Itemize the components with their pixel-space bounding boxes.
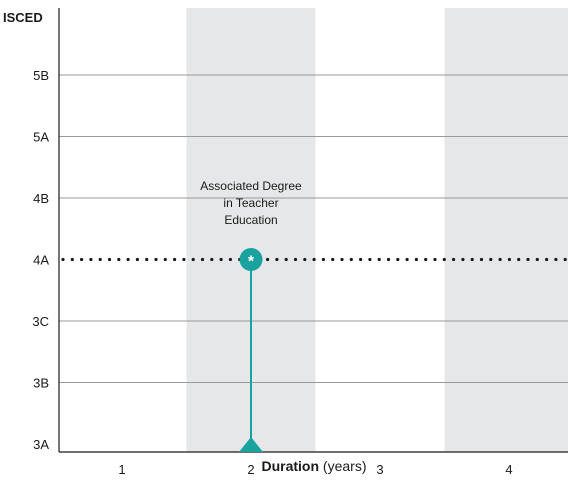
x-tick-labels: 1 2 3 4 [118,462,512,477]
x-tick-2: 2 [247,462,254,477]
programme-marker-group: * Associated Degree in Teacher Education [200,179,302,452]
y-tick-4a: 4A [33,253,49,268]
y-tick-labels: 3A 3B 3C 4A 4B 5A 5B [32,68,49,452]
shaded-columns [186,8,568,452]
gridlines [59,74,568,383]
x-tick-4: 4 [505,462,512,477]
y-tick-3b: 3B [33,376,49,391]
y-tick-4b: 4B [33,191,49,206]
x-axis-title-unit: (years) [319,458,366,474]
programme-label-line: in Teacher [223,196,278,210]
programme-start-triangle [239,437,263,452]
programme-label: Associated Degree in Teacher Education [200,179,302,227]
shaded-column-4 [444,8,568,452]
y-axis-title: ISCED [3,10,43,25]
programme-label-line: Education [224,213,277,227]
y-tick-5a: 5A [33,130,49,145]
programme-marker [239,248,263,271]
x-axis-title: Duration (years) [261,458,366,474]
y-tick-3a: 3A [33,437,49,452]
y-tick-3c: 3C [32,314,49,329]
programme-marker-symbol: * [248,254,255,271]
y-tick-5b: 5B [33,68,49,83]
x-tick-3: 3 [376,462,383,477]
x-tick-1: 1 [118,462,125,477]
programme-label-line: Associated Degree [200,179,302,193]
x-axis-title-bold: Duration [261,458,319,474]
